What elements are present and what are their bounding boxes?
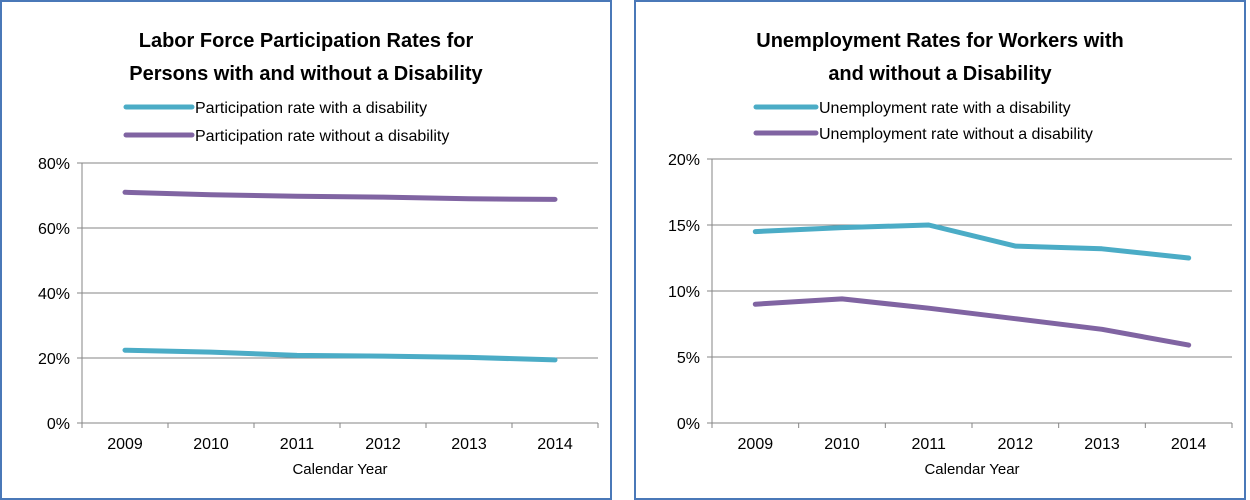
y-tick-label: 80% (38, 156, 70, 173)
x-tick-label: 2012 (365, 436, 401, 453)
y-tick-label: 5% (677, 350, 700, 367)
legend-label: Unemployment rate without a disability (819, 126, 1093, 143)
legend-label: Participation rate without a disability (195, 128, 449, 145)
x-axis-title: Calendar Year (924, 461, 1019, 478)
series-line-0 (122, 347, 558, 363)
x-tick-label: 2013 (1084, 436, 1120, 453)
legend-label: Unemployment rate with a disability (819, 100, 1071, 117)
unemployment-chart: Unemployment Rates for Workers with and w… (668, 30, 1233, 478)
x-tick-label: 2011 (911, 436, 946, 453)
x-tick-label: 2013 (451, 436, 487, 453)
participation-chart: Labor Force Participation Rates for Perso… (38, 30, 599, 478)
y-tick-label: 10% (668, 284, 700, 301)
x-tick-label: 2010 (824, 436, 860, 453)
y-tick-label: 40% (38, 286, 70, 303)
y-tick-label: 20% (38, 351, 70, 368)
y-tick-label: 15% (668, 218, 700, 235)
y-tick-label: 60% (38, 221, 70, 238)
chart-title-line: Labor Force Participation Rates for (139, 30, 474, 52)
series-line-1 (122, 189, 558, 202)
series-line-0 (752, 222, 1192, 261)
unemployment-chart-panel: Unemployment Rates for Workers with and w… (634, 0, 1246, 500)
participation-chart-panel: Labor Force Participation Rates for Perso… (0, 0, 612, 500)
chart-title-line: and without a Disability (828, 63, 1052, 85)
y-tick-label: 20% (668, 152, 700, 169)
x-tick-label: 2010 (193, 436, 229, 453)
x-tick-label: 2012 (998, 436, 1034, 453)
x-tick-label: 2009 (738, 436, 774, 453)
series-line-1 (752, 296, 1192, 348)
x-axis-title: Calendar Year (292, 461, 387, 478)
chart-title-line: Persons with and without a Disability (129, 63, 483, 85)
y-tick-label: 0% (47, 416, 70, 433)
x-tick-label: 2014 (537, 436, 573, 453)
legend-label: Participation rate with a disability (195, 100, 427, 117)
y-tick-label: 0% (677, 416, 700, 433)
chart-title-line: Unemployment Rates for Workers with (756, 30, 1123, 52)
x-tick-label: 2014 (1171, 436, 1207, 453)
x-tick-label: 2011 (280, 436, 315, 453)
x-tick-label: 2009 (107, 436, 143, 453)
